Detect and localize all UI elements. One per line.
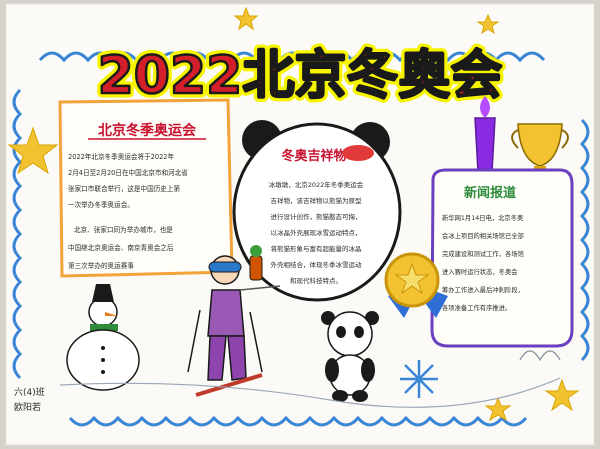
panda-cub xyxy=(321,311,379,402)
panda-mascot-head xyxy=(232,122,402,302)
right-body-line: 各项准备工作有序推进。 xyxy=(442,303,511,312)
middle-body-line: 冰墩墩，北京2022年冬季奥运会 xyxy=(269,180,364,189)
right-panel-heading: 新闻报道 xyxy=(464,185,516,201)
middle-panel: 冬奥吉祥物 冰墩墩，北京2022年冬季奥运会 吉祥物，该吉祥物以熊猫为原型 进行… xyxy=(232,120,402,302)
right-body-line: 完成建设和测试工作，各场馆 xyxy=(442,249,524,258)
decorations-stars xyxy=(7,6,580,422)
left-para1-line: 张家口市联合举行，这是中国历史上第 xyxy=(68,184,180,193)
title-glow: 2022北京冬奥会 xyxy=(98,46,503,106)
star-icon xyxy=(7,126,59,175)
mascot-heading-cloud xyxy=(342,145,374,161)
right-body-line: 会冰上项目的相关场馆已全部 xyxy=(442,231,524,240)
decorative-border xyxy=(12,51,590,427)
middle-body-line: 将熊猫形象与富有超能量的冰晶 xyxy=(271,244,362,253)
skier xyxy=(187,255,263,397)
middle-panel-heading: 冬奥吉祥物 xyxy=(281,148,346,164)
middle-body-line: 吉祥物，该吉祥物以熊猫为原型 xyxy=(271,196,363,205)
ground-line xyxy=(59,377,561,408)
middle-body-line: 外壳相结合，体现冬季冰雪运动 xyxy=(271,260,363,269)
star-icon xyxy=(544,378,580,412)
left-para1-line: 2022年北京冬季奥运会将于2022年 xyxy=(68,152,174,161)
lantern-figure xyxy=(239,245,281,291)
signature-name: 欧阳若 xyxy=(14,401,41,413)
middle-body-line: 进行设计创作，熊猫憨态可掬， xyxy=(271,212,362,221)
right-panel: 新闻报道 新华网1月14日电，北京冬奥 会冰上项目的相关场馆已全部 完成建设和测… xyxy=(430,168,574,348)
left-para2-line: 中国继北京奥运会、南京青奥会之后 xyxy=(68,243,174,252)
right-body-line: 进入赛时运行状态，冬奥会 xyxy=(442,267,518,276)
torch xyxy=(474,96,496,173)
left-panel-heading: 北京冬季奥运会 xyxy=(98,122,197,139)
left-para2-line: 第三次举办的奥运赛事 xyxy=(68,261,134,270)
right-body-line: 筹办工作进入最后冲刺阶段， xyxy=(442,285,524,294)
snowflake-icon xyxy=(400,360,438,398)
left-panel: 北京冬季奥运会 2022年北京冬季奥运会将于2022年 2月4日至2月20日在中… xyxy=(58,98,234,278)
decor-hills xyxy=(519,350,561,362)
middle-body-line: 和现代科技特点。 xyxy=(290,276,342,285)
left-para1-line: 2月4日至2月20日在中国北京市和河北省 xyxy=(68,168,188,177)
star-icon xyxy=(233,6,259,31)
star-icon xyxy=(484,396,512,422)
star-icon xyxy=(476,13,500,35)
middle-body-line: 以冰晶外壳展现冰雪运动特点， xyxy=(271,228,362,237)
right-body-line: 新华网1月14日电，北京冬奥 xyxy=(442,213,524,222)
signature-class: 六(4)班 xyxy=(14,386,45,398)
right-panel-frame xyxy=(430,168,574,348)
gold-medal xyxy=(384,252,448,318)
snowman xyxy=(66,284,140,391)
left-para2-line: 北京、张家口同为举办城市，也是 xyxy=(74,225,173,234)
page-title: 2022北京冬奥会 xyxy=(98,46,503,106)
left-para1-line: 一次举办冬季奥运会。 xyxy=(68,200,134,209)
title-group: 2022北京冬奥会 2022北京冬奥会 xyxy=(93,42,507,111)
